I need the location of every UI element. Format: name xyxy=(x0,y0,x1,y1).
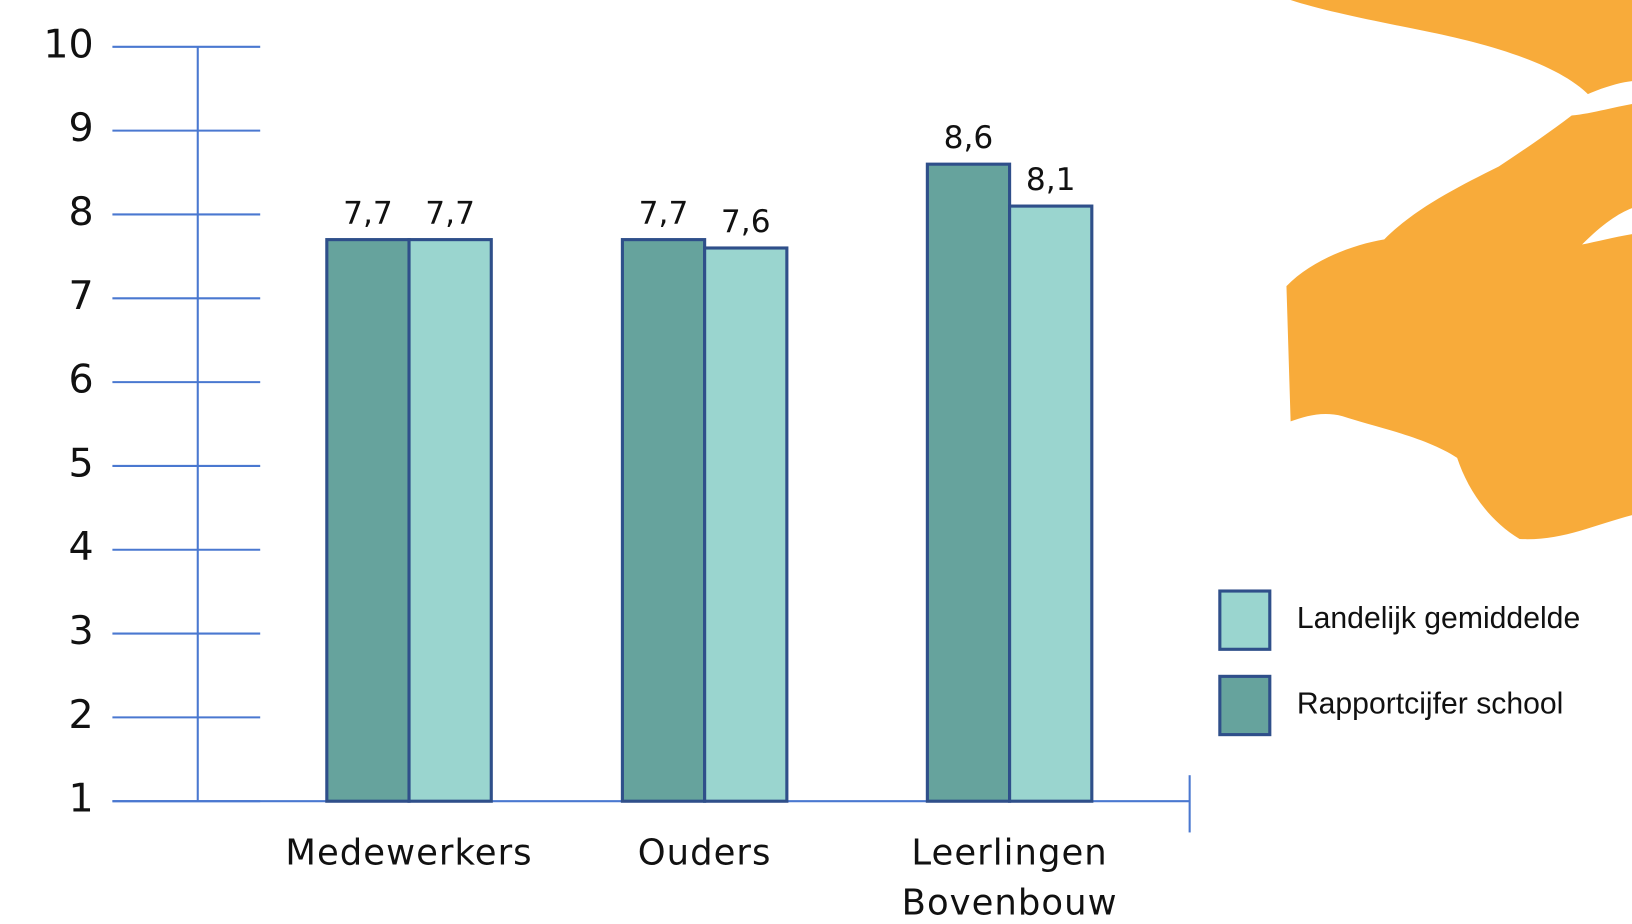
decoration xyxy=(1286,0,1632,539)
x-tick-label: Leerlingen Bovenbouw xyxy=(874,828,1145,924)
y-tick-label: 5 xyxy=(69,440,94,486)
x-tick-label-box: Medewerkers xyxy=(274,828,545,924)
x-tick-label-box: Ouders xyxy=(569,828,840,924)
chart: 1 2 3 4 5 6 7 8 9 10 7,7 7,7 Medewerkers 7,7 7,6 Ouders… xyxy=(0,0,1632,924)
legend-label: Rapportcijfer school xyxy=(1297,687,1564,720)
x-tick-label-box: Leerlingen Bovenbouw xyxy=(874,828,1145,924)
x-tick-label: Medewerkers xyxy=(274,828,545,878)
bar xyxy=(927,164,1009,801)
y-tick-label: 1 xyxy=(69,776,94,822)
y-tick-label: 3 xyxy=(69,608,94,654)
x-tick-label: Ouders xyxy=(569,828,840,878)
y-tick-label: 6 xyxy=(69,357,94,403)
value-label: 7,6 xyxy=(721,204,771,240)
bar xyxy=(1010,206,1092,801)
value-label: 7,7 xyxy=(425,196,475,232)
value-label: 7,7 xyxy=(343,196,393,232)
bar xyxy=(409,240,491,802)
value-label: 7,7 xyxy=(639,196,689,232)
y-tick-label: 10 xyxy=(43,21,93,67)
value-label: 8,6 xyxy=(944,120,994,156)
y-tick-label: 8 xyxy=(69,189,94,235)
bar xyxy=(327,240,409,802)
value-label: 8,1 xyxy=(1026,162,1076,198)
bar xyxy=(622,240,704,802)
y-tick-label: 9 xyxy=(69,105,94,151)
legend-swatch xyxy=(1220,591,1270,649)
legend-label: Landelijk gemiddelde xyxy=(1297,602,1580,635)
y-tick-label: 7 xyxy=(69,273,94,319)
page: 1 2 3 4 5 6 7 8 9 10 7,7 7,7 Medewerkers 7,7 7,6 Ouders… xyxy=(0,0,1632,924)
y-tick-label: 2 xyxy=(69,692,94,738)
y-tick-label: 4 xyxy=(69,524,94,570)
legend-swatch xyxy=(1220,676,1270,734)
bar xyxy=(705,248,787,801)
